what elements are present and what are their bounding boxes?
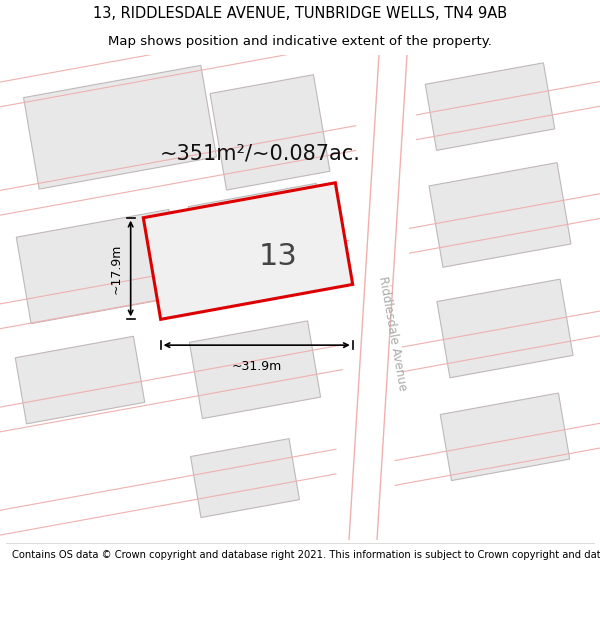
Text: Contains OS data © Crown copyright and database right 2021. This information is : Contains OS data © Crown copyright and d… xyxy=(12,550,600,560)
Polygon shape xyxy=(15,336,145,424)
Text: 13, RIDDLESDALE AVENUE, TUNBRIDGE WELLS, TN4 9AB: 13, RIDDLESDALE AVENUE, TUNBRIDGE WELLS,… xyxy=(93,6,507,21)
Polygon shape xyxy=(190,321,320,419)
Text: 13: 13 xyxy=(259,242,298,271)
Polygon shape xyxy=(143,182,353,319)
Text: ~351m²/~0.087ac.: ~351m²/~0.087ac. xyxy=(160,143,361,163)
Text: ~17.9m: ~17.9m xyxy=(110,243,122,294)
Polygon shape xyxy=(188,183,332,298)
Text: Map shows position and indicative extent of the property.: Map shows position and indicative extent… xyxy=(108,35,492,48)
Polygon shape xyxy=(16,209,184,324)
Polygon shape xyxy=(429,162,571,268)
Polygon shape xyxy=(440,393,570,481)
Polygon shape xyxy=(437,279,573,378)
Polygon shape xyxy=(425,63,555,151)
Polygon shape xyxy=(191,439,299,518)
Text: ~31.9m: ~31.9m xyxy=(232,359,282,372)
Text: Riddlesdale Avenue: Riddlesdale Avenue xyxy=(377,275,409,392)
Polygon shape xyxy=(23,66,217,189)
Polygon shape xyxy=(210,75,330,190)
